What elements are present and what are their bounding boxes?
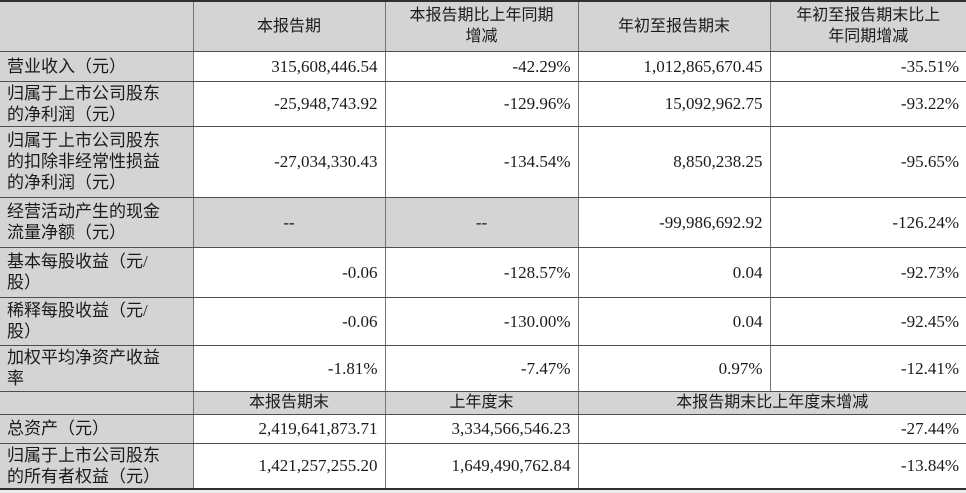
header-current-period: 本报告期 bbox=[192, 0, 386, 52]
value-current: -- bbox=[192, 196, 386, 248]
value-ytd: 8,850,238.25 bbox=[577, 125, 771, 198]
metric-label: 营业收入（元） bbox=[0, 50, 194, 82]
value-current: -1.81% bbox=[192, 344, 386, 392]
sub-header-period-end-change: 本报告期末比上年度末增减 bbox=[577, 390, 966, 415]
sub-header-period-end: 本报告期末 bbox=[192, 390, 386, 415]
value-current-yoy: -130.00% bbox=[384, 296, 579, 346]
value-current-yoy: -128.57% bbox=[384, 246, 579, 298]
metric-label: 归属于上市公司股东 的所有者权益（元） bbox=[0, 442, 194, 490]
value-ytd-yoy: -126.24% bbox=[769, 196, 966, 248]
sub-header-prior-year-end: 上年度末 bbox=[384, 390, 579, 415]
value-period-end: 1,421,257,255.20 bbox=[192, 442, 386, 490]
header-corner-cell bbox=[0, 0, 194, 52]
value-current-yoy: -- bbox=[384, 196, 579, 248]
header-ytd: 年初至报告期末 bbox=[577, 0, 771, 52]
value-ytd-yoy: -95.65% bbox=[769, 125, 966, 198]
table-row-diluted-eps: 稀释每股收益（元/ 股） -0.06 -130.00% 0.04 -92.45% bbox=[0, 296, 966, 346]
value-ytd-yoy: -93.22% bbox=[769, 80, 966, 127]
value-current-yoy: -42.29% bbox=[384, 50, 579, 82]
metric-label: 归属于上市公司股东 的扣除非经常性损益 的净利润（元） bbox=[0, 125, 194, 198]
table-row-net-profit: 归属于上市公司股东 的净利润（元） -25,948,743.92 -129.96… bbox=[0, 80, 966, 127]
header-row: 本报告期 本报告期比上年同期 增减 年初至报告期末 年初至报告期末比上 年同期增… bbox=[0, 0, 966, 52]
value-period-end: 2,419,641,873.71 bbox=[192, 413, 386, 444]
table-row-basic-eps: 基本每股收益（元/ 股） -0.06 -128.57% 0.04 -92.73% bbox=[0, 246, 966, 298]
sub-header-corner-cell bbox=[0, 390, 194, 415]
metric-label: 基本每股收益（元/ 股） bbox=[0, 246, 194, 298]
metric-label: 总资产（元） bbox=[0, 413, 194, 444]
value-current: -0.06 bbox=[192, 296, 386, 346]
table-row-net-profit-excl-nonrecurring: 归属于上市公司股东 的扣除非经常性损益 的净利润（元） -27,034,330.… bbox=[0, 125, 966, 198]
value-ytd: 0.04 bbox=[577, 246, 771, 298]
value-period-end-change: -27.44% bbox=[577, 413, 966, 444]
metric-label: 经营活动产生的现金 流量净额（元） bbox=[0, 196, 194, 248]
value-ytd: 0.04 bbox=[577, 296, 771, 346]
value-ytd-yoy: -92.73% bbox=[769, 246, 966, 298]
value-ytd: 15,092,962.75 bbox=[577, 80, 771, 127]
value-current: -25,948,743.92 bbox=[192, 80, 386, 127]
value-ytd-yoy: -12.41% bbox=[769, 344, 966, 392]
sub-header-row: 本报告期末 上年度末 本报告期末比上年度末增减 bbox=[0, 390, 966, 415]
value-ytd: 0.97% bbox=[577, 344, 771, 392]
value-current: 315,608,446.54 bbox=[192, 50, 386, 82]
header-ytd-yoy: 年初至报告期末比上 年同期增减 bbox=[769, 0, 966, 52]
metric-label: 归属于上市公司股东 的净利润（元） bbox=[0, 80, 194, 127]
value-ytd: 1,012,865,670.45 bbox=[577, 50, 771, 82]
value-ytd-yoy: -92.45% bbox=[769, 296, 966, 346]
header-current-period-yoy: 本报告期比上年同期 增减 bbox=[384, 0, 579, 52]
value-current-yoy: -129.96% bbox=[384, 80, 579, 127]
value-current: -27,034,330.43 bbox=[192, 125, 386, 198]
value-current-yoy: -134.54% bbox=[384, 125, 579, 198]
value-prior-year-end: 3,334,566,546.23 bbox=[384, 413, 579, 444]
table-row-operating-revenue: 营业收入（元） 315,608,446.54 -42.29% 1,012,865… bbox=[0, 50, 966, 82]
table-row-operating-cash-flow: 经营活动产生的现金 流量净额（元） -- -- -99,986,692.92 -… bbox=[0, 196, 966, 248]
table-row-equity-attributable: 归属于上市公司股东 的所有者权益（元） 1,421,257,255.20 1,6… bbox=[0, 442, 966, 490]
value-current-yoy: -7.47% bbox=[384, 344, 579, 392]
metric-label: 加权平均净资产收益 率 bbox=[0, 344, 194, 392]
value-ytd-yoy: -35.51% bbox=[769, 50, 966, 82]
value-period-end-change: -13.84% bbox=[577, 442, 966, 490]
table-row-total-assets: 总资产（元） 2,419,641,873.71 3,334,566,546.23… bbox=[0, 413, 966, 444]
table-row-weighted-avg-roe: 加权平均净资产收益 率 -1.81% -7.47% 0.97% -12.41% bbox=[0, 344, 966, 392]
metric-label: 稀释每股收益（元/ 股） bbox=[0, 296, 194, 346]
value-prior-year-end: 1,649,490,762.84 bbox=[384, 442, 579, 490]
value-ytd: -99,986,692.92 bbox=[577, 196, 771, 248]
value-current: -0.06 bbox=[192, 246, 386, 298]
